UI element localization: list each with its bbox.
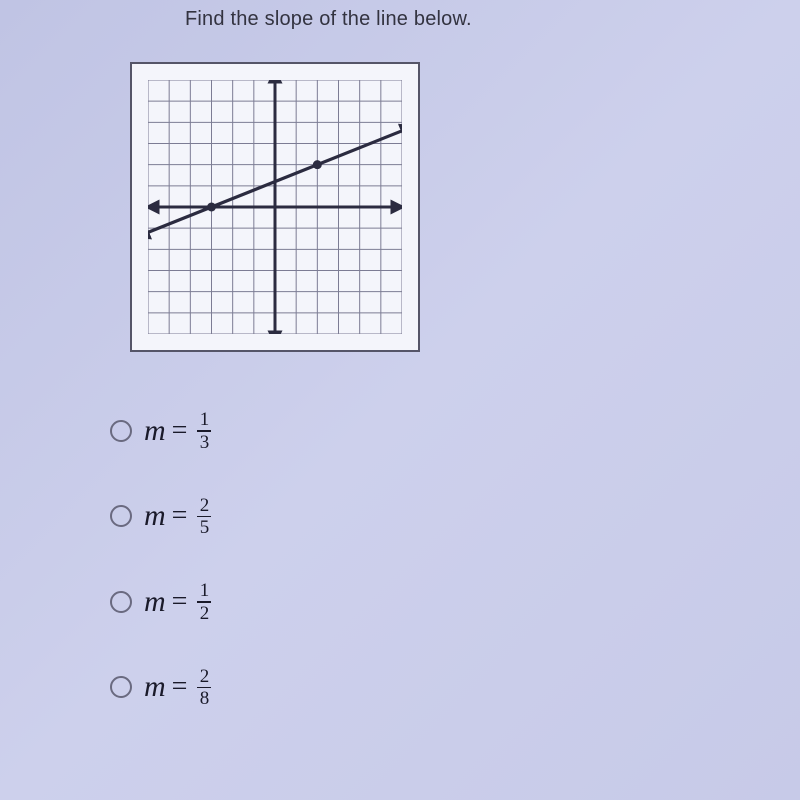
equals-sign: = (172, 586, 188, 618)
option-a[interactable]: m = 1 3 (110, 410, 510, 452)
option-d-math: m = 2 8 (144, 667, 211, 709)
option-d[interactable]: m = 2 8 (110, 667, 510, 709)
variable: m (144, 499, 166, 533)
fraction: 1 3 (197, 410, 211, 452)
variable: m (144, 414, 166, 448)
option-c-math: m = 1 2 (144, 581, 211, 623)
radio-icon (110, 420, 132, 442)
radio-icon (110, 505, 132, 527)
axes (152, 80, 398, 334)
line-graph (148, 80, 402, 334)
option-b[interactable]: m = 2 5 (110, 496, 510, 538)
variable: m (144, 585, 166, 619)
fraction: 1 2 (197, 581, 211, 623)
option-a-math: m = 1 3 (144, 410, 211, 452)
numerator: 1 (198, 581, 212, 601)
question-page: Find the slope of the line below. m = (0, 0, 800, 800)
denominator: 5 (198, 517, 212, 537)
numerator: 2 (198, 496, 212, 516)
denominator: 8 (198, 688, 212, 708)
equals-sign: = (172, 671, 188, 703)
fraction: 2 5 (197, 496, 211, 538)
numerator: 1 (198, 410, 212, 430)
option-c[interactable]: m = 1 2 (110, 581, 510, 623)
option-b-math: m = 2 5 (144, 496, 211, 538)
radio-icon (110, 676, 132, 698)
variable: m (144, 670, 166, 704)
denominator: 3 (198, 432, 212, 452)
denominator: 2 (198, 603, 212, 623)
radio-icon (110, 591, 132, 613)
fraction: 2 8 (197, 667, 211, 709)
answer-options: m = 1 3 m = 2 5 (110, 410, 510, 752)
equals-sign: = (172, 500, 188, 532)
equals-sign: = (172, 415, 188, 447)
numerator: 2 (198, 667, 212, 687)
question-prompt: Find the slope of the line below. (185, 8, 472, 31)
graph-container (130, 62, 420, 352)
